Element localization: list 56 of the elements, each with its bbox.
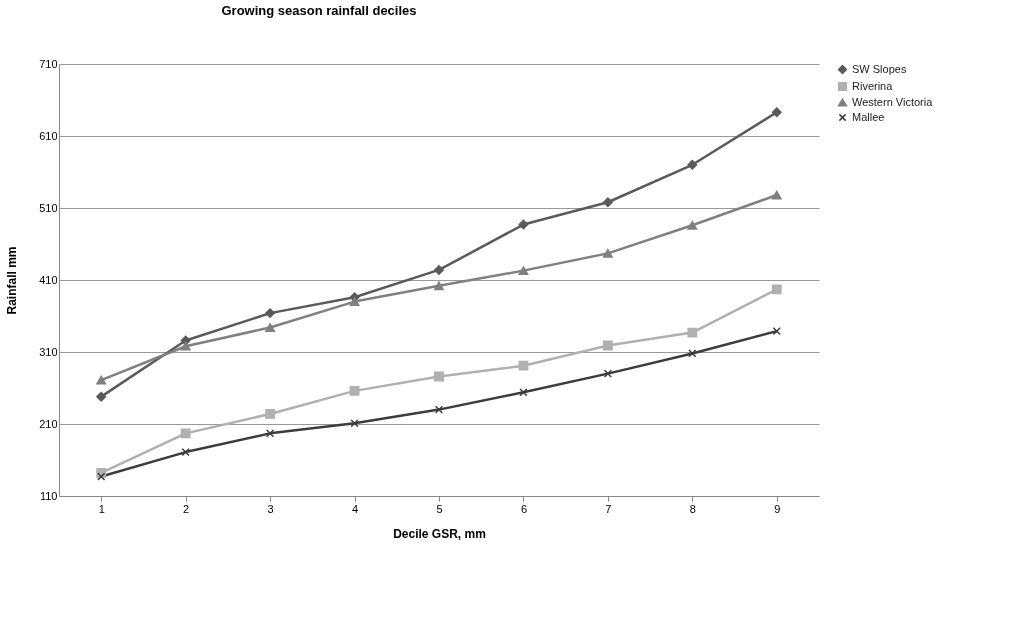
point — [518, 360, 529, 371]
x-tick-label: 8 — [689, 502, 696, 515]
point — [181, 447, 190, 457]
legend-label: SW Slopes — [852, 62, 907, 75]
point — [180, 341, 191, 351]
legend-label: Western Victoria — [852, 95, 934, 108]
x-tick-label: 1 — [98, 502, 105, 515]
y-tick-label: 510 — [39, 201, 58, 214]
point — [602, 248, 613, 258]
point — [687, 220, 698, 230]
y-axis-title: Rainfall mm — [5, 246, 20, 315]
y-tick-label: 710 — [39, 57, 58, 70]
point — [771, 190, 782, 200]
point — [350, 419, 359, 428]
point — [687, 327, 698, 338]
point — [519, 388, 528, 397]
point — [180, 428, 191, 439]
point — [688, 349, 697, 358]
x-tick-label: 5 — [436, 502, 443, 515]
y-tick-label: 110 — [39, 489, 58, 502]
y-tick-label: 410 — [39, 273, 58, 286]
point — [603, 369, 612, 378]
x-tick-label: 7 — [605, 502, 612, 515]
point — [602, 340, 613, 351]
point — [434, 405, 444, 414]
x-tick-label: 9 — [774, 502, 781, 515]
chart-title: Growing season rainfall deciles — [221, 3, 417, 18]
point — [96, 391, 107, 402]
point — [687, 159, 698, 170]
point — [771, 107, 782, 118]
legend-label: Mallee — [852, 110, 885, 123]
point — [434, 281, 444, 291]
y-tick-label: 310 — [39, 345, 58, 358]
point — [96, 375, 107, 385]
point — [265, 308, 276, 319]
point — [434, 264, 444, 275]
x-tick-label: 6 — [520, 502, 528, 515]
point — [266, 429, 275, 438]
x-tick-label: 4 — [351, 502, 359, 515]
x-tick-label: 3 — [267, 502, 274, 515]
point — [265, 408, 276, 419]
point — [772, 327, 781, 336]
x-axis-title: Decile GSR, mm — [393, 526, 486, 541]
point — [771, 284, 782, 295]
y-tick-label: 210 — [39, 417, 58, 430]
x-tick-label: 2 — [183, 502, 190, 515]
point — [518, 219, 529, 230]
legend-label: Riverina — [852, 79, 894, 92]
point — [349, 385, 360, 396]
point — [265, 323, 276, 332]
y-tick-label: 610 — [39, 129, 58, 142]
point — [97, 472, 106, 481]
point — [518, 266, 529, 276]
point — [434, 371, 444, 382]
point — [602, 197, 613, 208]
point — [349, 297, 360, 306]
